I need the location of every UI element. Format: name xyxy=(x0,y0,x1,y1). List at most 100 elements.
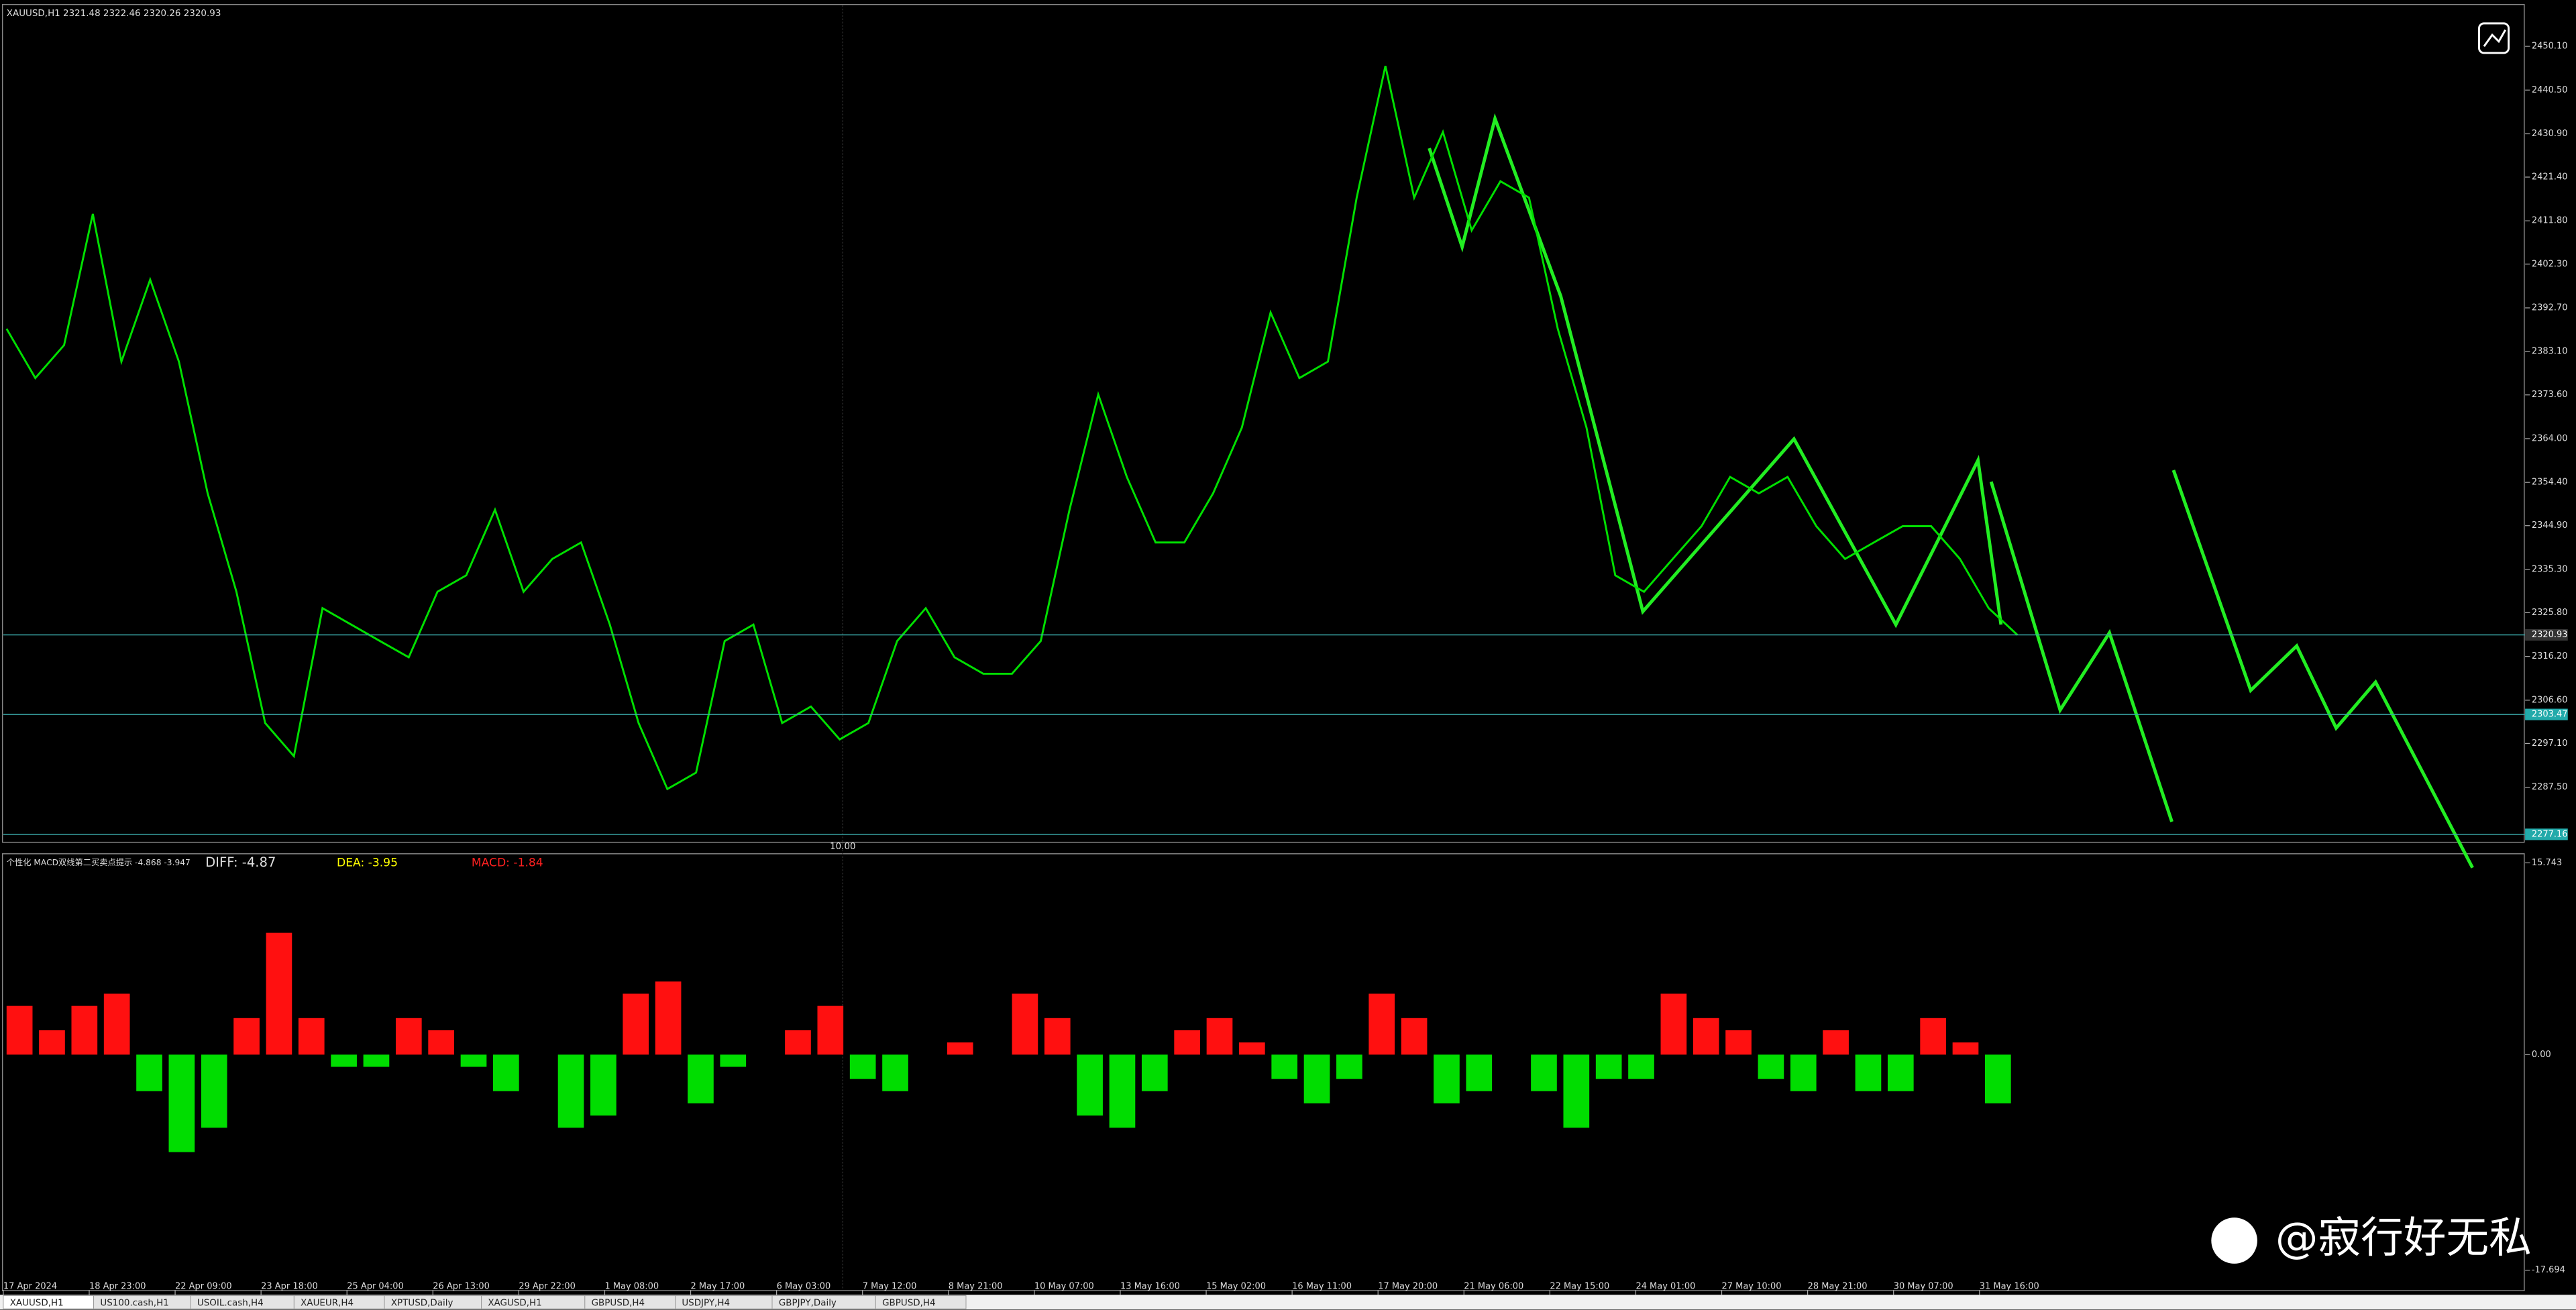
macd-bar xyxy=(1531,1054,1557,1091)
x-tick-label: 27 May 10:00 xyxy=(1722,1282,1782,1292)
y-tick-label: 2297.10 xyxy=(2532,739,2568,749)
macd-bar xyxy=(1725,1030,1752,1055)
tab-label[interactable]: US100.cash,H1 xyxy=(100,1299,168,1309)
macd-bar xyxy=(1303,1054,1330,1103)
x-tick-label: 7 May 12:00 xyxy=(863,1282,917,1292)
y-tick-label: 2335.30 xyxy=(2532,564,2568,574)
x-tick-label: 23 Apr 18:00 xyxy=(261,1282,318,1292)
x-tick-label: 22 Apr 09:00 xyxy=(175,1282,232,1292)
macd-bar xyxy=(1920,1018,1946,1055)
macd-bar xyxy=(201,1054,227,1128)
macd-bar xyxy=(1628,1054,1654,1079)
tab-label[interactable]: XAUEUR,H4 xyxy=(301,1299,354,1309)
x-tick-label: 10 May 07:00 xyxy=(1034,1282,1094,1292)
macd-bar xyxy=(1271,1054,1298,1079)
macd-bar xyxy=(233,1018,260,1055)
y-tick-label: 2402.30 xyxy=(2532,259,2568,269)
macd-bar xyxy=(1401,1018,1428,1055)
y-tick-label: 2287.50 xyxy=(2532,782,2568,792)
price-level-label: 2277.16 xyxy=(2532,829,2568,839)
macd-bar xyxy=(1984,1054,2011,1103)
y-tick-label: 2440.50 xyxy=(2532,85,2568,95)
y-tick-label: 2344.90 xyxy=(2532,521,2568,531)
macd-bar xyxy=(1012,993,1038,1055)
x-tick-label: 22 May 15:00 xyxy=(1550,1282,1609,1292)
tab-label[interactable]: GBPUSD,H4 xyxy=(882,1299,935,1309)
x-tick-label: 29 Apr 22:00 xyxy=(519,1282,576,1292)
y-tick-label: 2354.40 xyxy=(2532,478,2568,488)
x-tick-label: 13 May 16:00 xyxy=(1120,1282,1180,1292)
x-tick-label: 28 May 21:00 xyxy=(1808,1282,1868,1292)
macd-bar xyxy=(39,1030,65,1055)
macd-bar xyxy=(1336,1054,1362,1079)
price-line xyxy=(5,65,2019,791)
dea-label: DEA: -3.95 xyxy=(337,856,398,869)
y-tick-label: 2316.20 xyxy=(2532,651,2568,661)
macd-label: MACD: -1.84 xyxy=(472,856,543,869)
x-tick-label: 15 May 02:00 xyxy=(1206,1282,1266,1292)
macd-bar xyxy=(1855,1054,1882,1091)
macd-bar xyxy=(1109,1054,1136,1128)
macd-bar xyxy=(168,1054,195,1152)
price-level-label: 2303.47 xyxy=(2532,710,2568,720)
macd-bar xyxy=(266,932,292,1055)
x-tick-label: 30 May 07:00 xyxy=(1894,1282,1953,1292)
y-tick-label: 2450.10 xyxy=(2532,42,2568,52)
macd-bar xyxy=(882,1054,908,1091)
macd-bar xyxy=(71,1005,98,1055)
x-tick-label: 21 May 06:00 xyxy=(1464,1282,1523,1292)
x-tick-label: 31 May 16:00 xyxy=(1980,1282,2039,1292)
macd-bar xyxy=(1174,1030,1200,1055)
price-level-tag xyxy=(2525,629,2568,641)
macd-bar xyxy=(688,1054,714,1103)
window-icon[interactable] xyxy=(2478,22,2510,54)
macd-bar xyxy=(590,1054,616,1116)
macd-bar xyxy=(1595,1054,1622,1079)
y-tick-label: 2383.10 xyxy=(2532,347,2568,357)
macd-pane xyxy=(1,853,2525,1291)
price-level-tag xyxy=(2525,708,2568,720)
tab-label[interactable]: USDJPY,H4 xyxy=(682,1299,730,1309)
macd-bar xyxy=(460,1054,487,1067)
macd-bar xyxy=(1952,1042,1979,1055)
macd-bar xyxy=(1660,993,1687,1055)
macd-bar xyxy=(655,981,682,1055)
y-tick-label: 15.743 xyxy=(2532,858,2562,868)
macd-bar xyxy=(1044,1018,1071,1055)
x-tick-label: 16 May 11:00 xyxy=(1292,1282,1352,1292)
macd-bar xyxy=(623,993,649,1055)
macd-bar xyxy=(720,1054,747,1067)
tab-label[interactable]: GBPUSD,H4 xyxy=(592,1299,645,1309)
tab-label[interactable]: GBPJPY,Daily xyxy=(779,1299,837,1309)
y-tick-label: 2364.00 xyxy=(2532,433,2568,443)
macd-bar xyxy=(298,1018,325,1055)
x-tick-label: 18 Apr 23:00 xyxy=(89,1282,146,1292)
watermark: @寂行好无私 xyxy=(2275,1213,2532,1263)
price-level-tag xyxy=(2525,828,2568,840)
icon-frame[interactable] xyxy=(2478,22,2510,54)
tab[interactable] xyxy=(875,1295,967,1309)
macd-bar xyxy=(785,1030,811,1055)
macd-bar xyxy=(428,1030,454,1055)
tab-label[interactable]: USOIL.cash,H4 xyxy=(197,1299,264,1309)
y-tick-label: 0.00 xyxy=(2532,1050,2551,1060)
macd-bar xyxy=(817,1005,844,1055)
macd-bar xyxy=(1141,1054,1168,1091)
tab-label[interactable]: XAUUSD,H1 xyxy=(10,1299,64,1309)
time-marker: 10.00 xyxy=(830,842,856,852)
macd-bar xyxy=(1077,1054,1103,1116)
macd-bar xyxy=(331,1054,357,1067)
macd-bar xyxy=(1758,1054,1784,1079)
macd-bar xyxy=(1693,1018,1719,1055)
macd-bar xyxy=(1887,1054,1914,1091)
macd-bar xyxy=(947,1042,973,1055)
forecast-arrows xyxy=(1428,113,2474,869)
tab-label[interactable]: XAGUSD,H1 xyxy=(488,1299,541,1309)
macd-title: 个性化 MACD双线第二买卖点提示 -4.868 -3.947 xyxy=(7,857,191,867)
tab-label[interactable]: XPTUSD,Daily xyxy=(391,1299,453,1309)
x-tick-label: 6 May 03:00 xyxy=(777,1282,831,1292)
macd-bar xyxy=(363,1054,390,1067)
